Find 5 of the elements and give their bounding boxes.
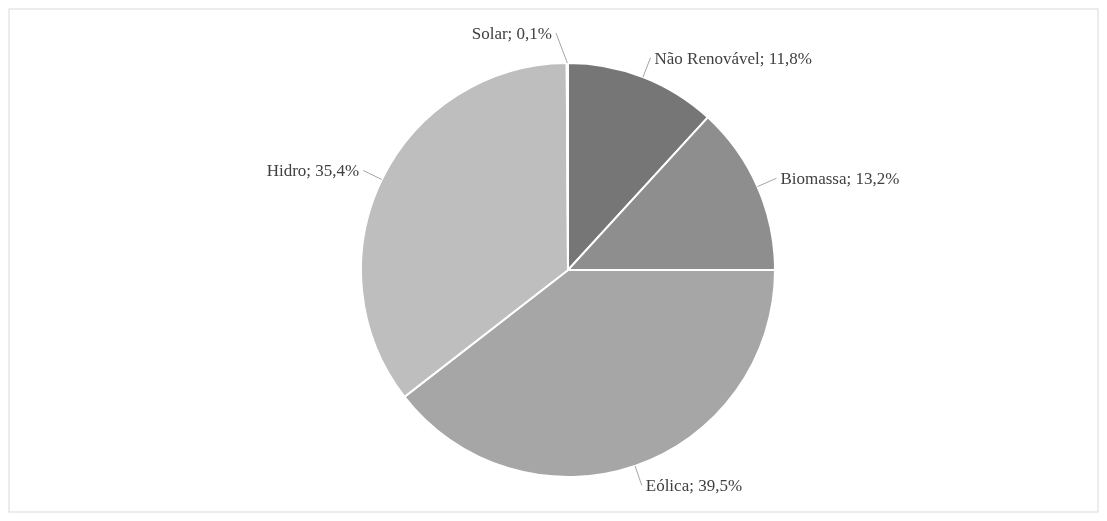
slice-label: Biomassa; 13,2% xyxy=(780,169,900,189)
slice-label: Não Renovável; 11,8% xyxy=(654,48,813,68)
slice-label: Solar; 0,1% xyxy=(471,24,552,43)
slice-label: Eólica; 39,5% xyxy=(645,476,743,496)
slice-label: Hidro; 35,4% xyxy=(266,161,360,181)
